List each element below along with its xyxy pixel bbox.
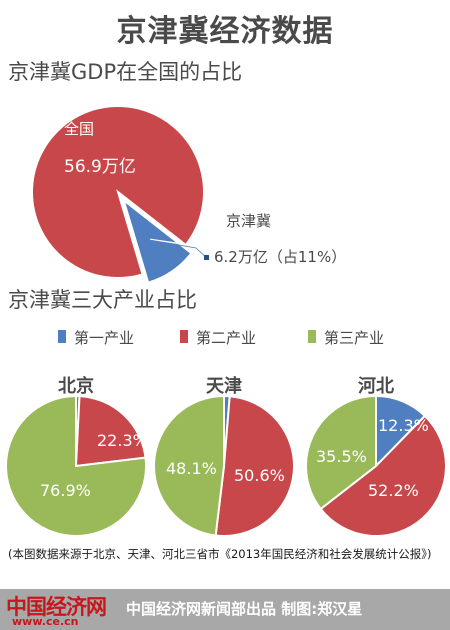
天津-slice-2 — [214, 395, 295, 537]
河北-slice-2 — [319, 414, 447, 537]
河北-label-2: 52.2% — [368, 481, 419, 500]
天津-label-2: 50.6% — [234, 466, 285, 485]
pie-slice-nation — [31, 105, 205, 279]
legend-label-1: 第一产业 — [74, 329, 134, 347]
北京-slice-3 — [5, 394, 147, 537]
pie-title-2: 天津 — [206, 375, 242, 397]
logo-text: 中国经济网 — [6, 594, 107, 619]
天津-label-3: 48.1% — [166, 459, 217, 478]
河北-label-3: 35.5% — [316, 447, 367, 466]
footer-bar: 中国经济网 www.ce.cn 中国经济网新闻部出品 制图:郑汉星 — [0, 589, 450, 630]
industry-share-title: 京津冀三大产业占比 — [8, 288, 197, 312]
河北-slice-3 — [305, 394, 377, 511]
pie-title-1: 北京 — [58, 375, 94, 397]
logo-url: www.ce.cn — [12, 615, 79, 628]
leader-marker — [204, 255, 209, 260]
legend-label-2: 第二产业 — [196, 329, 256, 347]
河北-label-1: 12.3% — [378, 416, 429, 435]
北京-label-2: 22.3% — [97, 431, 148, 450]
pie-title-3: 河北 — [358, 376, 394, 397]
天津-slice-3 — [153, 394, 225, 537]
credit-text: 中国经济网新闻部出品 制图:郑汉星 — [126, 600, 363, 618]
legend-swatch-3 — [308, 330, 316, 343]
slice-label-jingjinji: 京津冀 — [226, 212, 271, 230]
legend-swatch-1 — [58, 330, 66, 343]
legend-label-3: 第三产业 — [324, 329, 384, 347]
slice-value-jingjinji: 6.2万亿（占11%） — [214, 248, 346, 266]
page-title: 京津冀经济数据 — [116, 14, 334, 49]
slice-label-nation: 全国 — [64, 120, 94, 138]
北京-label-3: 76.9% — [40, 481, 91, 500]
北京-slice-2 — [74, 395, 147, 468]
legend-swatch-2 — [180, 330, 188, 343]
gdp-share-title: 京津冀GDP在全国的占比 — [8, 60, 243, 84]
slice-value-nation: 56.9万亿 — [64, 157, 136, 177]
ce-logo[interactable]: 中国经济网 www.ce.cn — [6, 591, 116, 629]
source-footnote: (本图数据来源于北京、天津、河北三省市《2013年国民经济和社会发展统计公报》) — [8, 547, 432, 561]
leader-line — [150, 238, 211, 259]
